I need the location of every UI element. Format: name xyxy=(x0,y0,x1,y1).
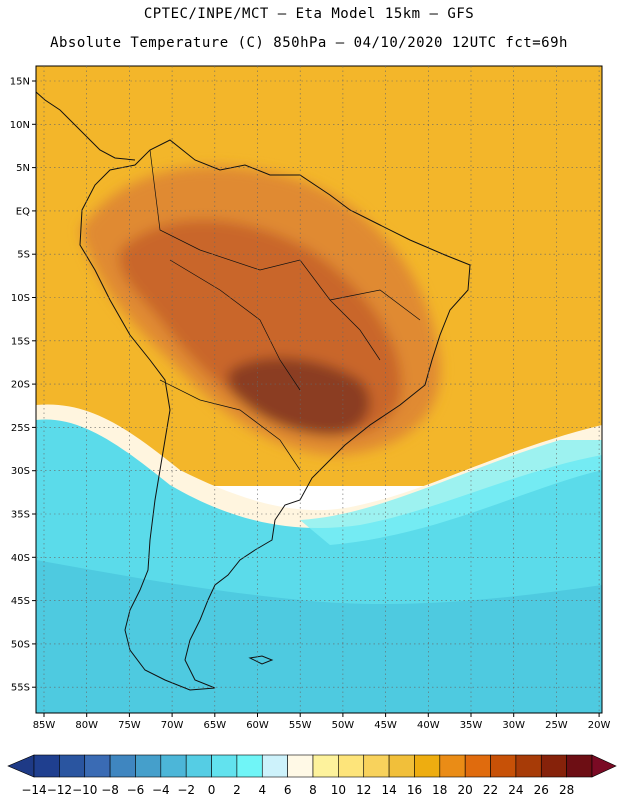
colorbar-swatch xyxy=(236,754,263,778)
chart-title-line1: CPTEC/INPE/MCT – Eta Model 15km – GFS xyxy=(143,6,475,22)
lon-label: 65W xyxy=(203,720,226,731)
falkland-islands xyxy=(248,655,274,665)
temperature-field xyxy=(36,66,602,713)
lat-label: 55S xyxy=(11,683,30,694)
colorbar-tick-label: 16 xyxy=(407,783,422,797)
colorbar-tick-label: −2 xyxy=(177,783,195,797)
lat-label: 50S xyxy=(11,639,30,650)
colorbar-swatch xyxy=(287,754,314,778)
colorbar-swatch xyxy=(211,754,238,778)
colorbar-tick-label: −8 xyxy=(101,783,119,797)
lon-label: 50W xyxy=(332,720,355,731)
colorbar-tick-label: 8 xyxy=(309,783,317,797)
colorbar-tick-label: 0 xyxy=(208,783,216,797)
longitude-labels: 85W 80W 75W 70W 65W 60W 55W 50W 45W 40W 35W 30W 25W 2… xyxy=(33,720,611,731)
lon-label: 25W xyxy=(545,720,568,731)
graticule xyxy=(32,66,602,717)
colorbar-tick-label: 6 xyxy=(284,783,292,797)
colorbar: −14 −12 −10 −8 −6 −4 −2 0 2 4 6 8 10 12 14 16 18 20 22 24 26… xyxy=(7,754,617,797)
colorbar-swatch xyxy=(540,754,567,778)
lat-label: 45S xyxy=(11,596,30,607)
lat-label: 15N xyxy=(10,77,30,88)
colorbar-tick-label: −12 xyxy=(47,783,72,797)
colorbar-under-arrow xyxy=(7,754,35,778)
colorbar-swatch xyxy=(312,754,339,778)
colorbar-swatch xyxy=(59,754,86,778)
lat-label: 20S xyxy=(11,380,30,391)
lon-label: 55W xyxy=(289,720,312,731)
colorbar-swatch xyxy=(414,754,441,778)
chart-title-line2: Absolute Temperature (C) 850hPa – 04/10/… xyxy=(50,35,568,51)
colorbar-swatch xyxy=(338,754,365,778)
country-borders xyxy=(149,149,421,471)
colorbar-tick-label: 24 xyxy=(508,783,523,797)
colorbar-swatch xyxy=(363,754,390,778)
lat-label: 5S xyxy=(17,250,30,261)
field-hottest xyxy=(227,357,371,436)
colorbar-swatch xyxy=(388,754,415,778)
lat-label: 5N xyxy=(16,163,30,174)
colorbar-tick-label: −6 xyxy=(127,783,145,797)
lon-label: 80W xyxy=(75,720,98,731)
colorbar-tick-label: 12 xyxy=(356,783,371,797)
colorbar-swatch xyxy=(439,754,466,778)
lon-label: 75W xyxy=(118,720,141,731)
lon-label: 30W xyxy=(502,720,525,731)
colorbar-over-arrow xyxy=(591,754,617,778)
colorbar-swatch xyxy=(160,754,187,778)
colorbar-tick-label: 18 xyxy=(432,783,447,797)
lat-label: EQ xyxy=(16,206,30,217)
lon-label: 85W xyxy=(33,720,56,731)
lon-label: 40W xyxy=(417,720,440,731)
colorbar-tick-label: 26 xyxy=(534,783,549,797)
colorbar-swatch xyxy=(490,754,517,778)
lat-label: 35S xyxy=(11,510,30,521)
lon-label: 20W xyxy=(588,720,611,731)
lat-label: 15S xyxy=(11,336,30,347)
colorbar-tick-label: 28 xyxy=(559,783,574,797)
colorbar-swatch xyxy=(135,754,162,778)
lat-label: 30S xyxy=(11,466,30,477)
lon-label: 35W xyxy=(460,720,483,731)
latitude-labels: 15N 10N 5N EQ 5S 10S 15S 20S 25S 30S 35S 40S 45S 50S 5… xyxy=(10,77,30,694)
colorbar-swatch xyxy=(261,754,288,778)
lat-label: 10S xyxy=(11,293,30,304)
central-america-outline xyxy=(35,91,136,161)
lon-label: 70W xyxy=(161,720,184,731)
colorbar-tick-label: 22 xyxy=(483,783,498,797)
colorbar-swatch xyxy=(515,754,542,778)
field-cold-deep xyxy=(36,560,602,713)
colorbar-tick-label: −4 xyxy=(152,783,170,797)
colorbar-tick-label: −10 xyxy=(72,783,97,797)
colorbar-swatch xyxy=(109,754,136,778)
lat-label: 10N xyxy=(10,120,30,131)
colorbar-swatch xyxy=(566,754,593,778)
map-frame xyxy=(35,65,603,714)
field-cool-streak xyxy=(300,440,602,545)
colorbar-tick-label: 2 xyxy=(233,783,241,797)
colorbar-tick-label: 20 xyxy=(458,783,473,797)
colorbar-tick-label: 10 xyxy=(331,783,346,797)
colorbar-tick-label: 4 xyxy=(258,783,266,797)
colorbar-tick-label: −14 xyxy=(21,783,46,797)
colorbar-swatch xyxy=(185,754,212,778)
lon-label: 60W xyxy=(246,720,269,731)
lon-label: 45W xyxy=(374,720,397,731)
colorbar-swatch xyxy=(84,754,111,778)
lat-label: 40S xyxy=(11,553,30,564)
colorbar-tick-label: 14 xyxy=(381,783,396,797)
colorbar-swatch xyxy=(464,754,491,778)
colorbar-swatch xyxy=(33,754,60,778)
hot-core xyxy=(80,166,441,455)
lat-label: 25S xyxy=(11,423,30,434)
